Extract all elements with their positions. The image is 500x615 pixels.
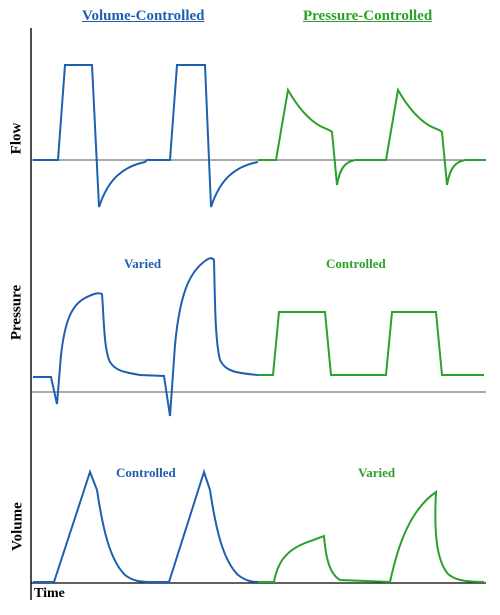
annotation-volume-varied: Varied bbox=[358, 465, 396, 480]
axis-label-time: Time bbox=[34, 586, 65, 601]
axis-label-pressure: Pressure bbox=[8, 284, 25, 341]
axis-label-volume: Volume bbox=[9, 502, 26, 551]
annotation-pressure-varied: Varied bbox=[124, 256, 162, 271]
pressure-curve-volume-controlled bbox=[33, 257, 259, 417]
axis-label-flow: Flow bbox=[8, 122, 25, 155]
flow-curve-volume-controlled bbox=[33, 64, 259, 208]
annotation-volume-controlled: Controlled bbox=[116, 465, 176, 480]
pressure-curve-pressure-controlled bbox=[258, 311, 484, 376]
flow-curve-pressure-controlled bbox=[258, 87, 486, 186]
header-pressure-controlled: Pressure-Controlled bbox=[303, 8, 433, 24]
volume-curve-volume-controlled bbox=[33, 468, 259, 583]
header-volume-controlled: Volume-Controlled bbox=[82, 8, 205, 24]
volume-curve-pressure-controlled bbox=[258, 490, 485, 584]
annotation-pressure-controlled: Controlled bbox=[326, 256, 386, 271]
